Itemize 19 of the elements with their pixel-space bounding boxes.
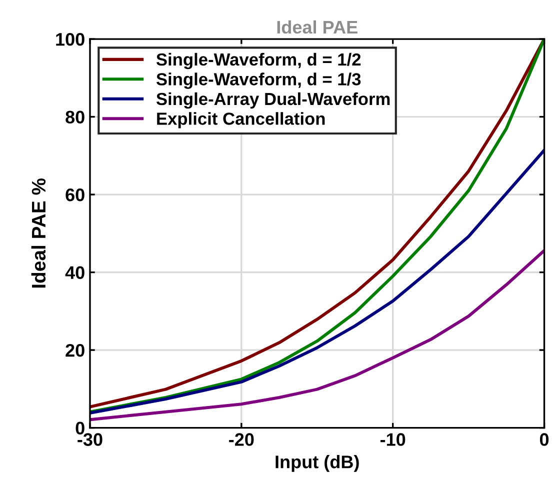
x-tick-label: 0 [540,433,549,446]
legend-label: Single-Waveform, d = 1/2 [156,52,361,70]
y-tick-label: 20 [66,344,84,357]
y-tick-label: 60 [66,188,84,202]
y-tick-label: 40 [65,266,84,280]
y-tick-label: 100 [56,32,84,46]
x-axis-title: Input (dB) [276,455,359,472]
legend-label: Explicit Cancellation [157,112,325,128]
y-tick-label: 80 [66,110,84,124]
line-series [90,248,544,422]
y-tick-label: 0 [76,422,84,435]
x-tick-label: -10 [380,433,406,446]
x-tick-label: -20 [229,433,254,446]
legend-label: Single-Array Dual-Waveform [156,92,390,109]
legend-label: Single-Waveform, d = 1/3 [156,72,361,89]
chart-title: Ideal PAE [277,20,358,34]
x-tick-label: -30 [78,433,102,446]
y-axis-title: Ideal PAE % [31,178,46,288]
line-series [90,148,544,415]
